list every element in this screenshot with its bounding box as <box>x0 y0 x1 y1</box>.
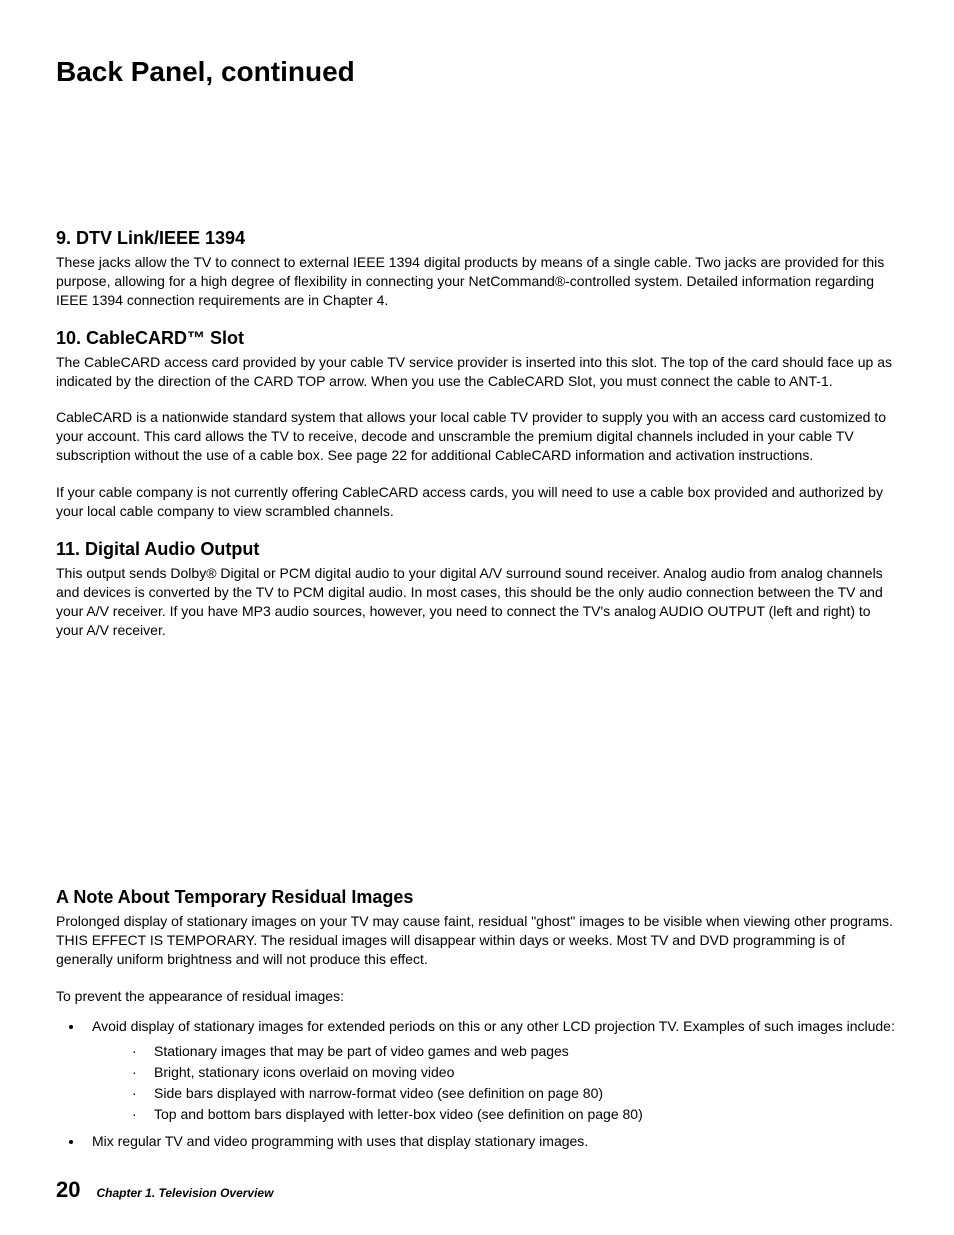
section-11-body: This output sends Dolby® Digital or PCM … <box>56 564 898 640</box>
section-10-body-2: CableCARD is a nationwide standard syste… <box>56 408 898 465</box>
spacer <box>56 657 898 887</box>
page-title: Back Panel, continued <box>56 56 898 88</box>
note-sub-1: Stationary images that may be part of vi… <box>132 1041 898 1062</box>
page-number: 20 <box>56 1177 80 1203</box>
section-9-heading: 9. DTV Link/IEEE 1394 <box>56 228 898 249</box>
note-body-2: To prevent the appearance of residual im… <box>56 987 898 1006</box>
note-bullet-1: Avoid display of stationary images for e… <box>84 1016 898 1125</box>
note-bullet-list: Avoid display of stationary images for e… <box>56 1016 898 1152</box>
document-page: Back Panel, continued 9. DTV Link/IEEE 1… <box>0 0 954 1235</box>
note-body-1: Prolonged display of stationary images o… <box>56 912 898 969</box>
note-sub-4: Top and bottom bars displayed with lette… <box>132 1104 898 1125</box>
section-10-heading: 10. CableCARD™ Slot <box>56 328 898 349</box>
page-footer: 20 Chapter 1. Television Overview <box>56 1177 273 1203</box>
chapter-label: Chapter 1. Television Overview <box>96 1186 273 1200</box>
note-heading: A Note About Temporary Residual Images <box>56 887 898 908</box>
section-11-heading: 11. Digital Audio Output <box>56 539 898 560</box>
note-sub-3: Side bars displayed with narrow-format v… <box>132 1083 898 1104</box>
section-10-body-1: The CableCARD access card provided by yo… <box>56 353 898 391</box>
note-bullet-1-text: Avoid display of stationary images for e… <box>92 1018 895 1034</box>
note-sub-2: Bright, stationary icons overlaid on mov… <box>132 1062 898 1083</box>
note-sublist: Stationary images that may be part of vi… <box>92 1041 898 1125</box>
note-bullet-2: Mix regular TV and video programming wit… <box>84 1131 898 1152</box>
section-9-body: These jacks allow the TV to connect to e… <box>56 253 898 310</box>
section-10-body-3: If your cable company is not currently o… <box>56 483 898 521</box>
